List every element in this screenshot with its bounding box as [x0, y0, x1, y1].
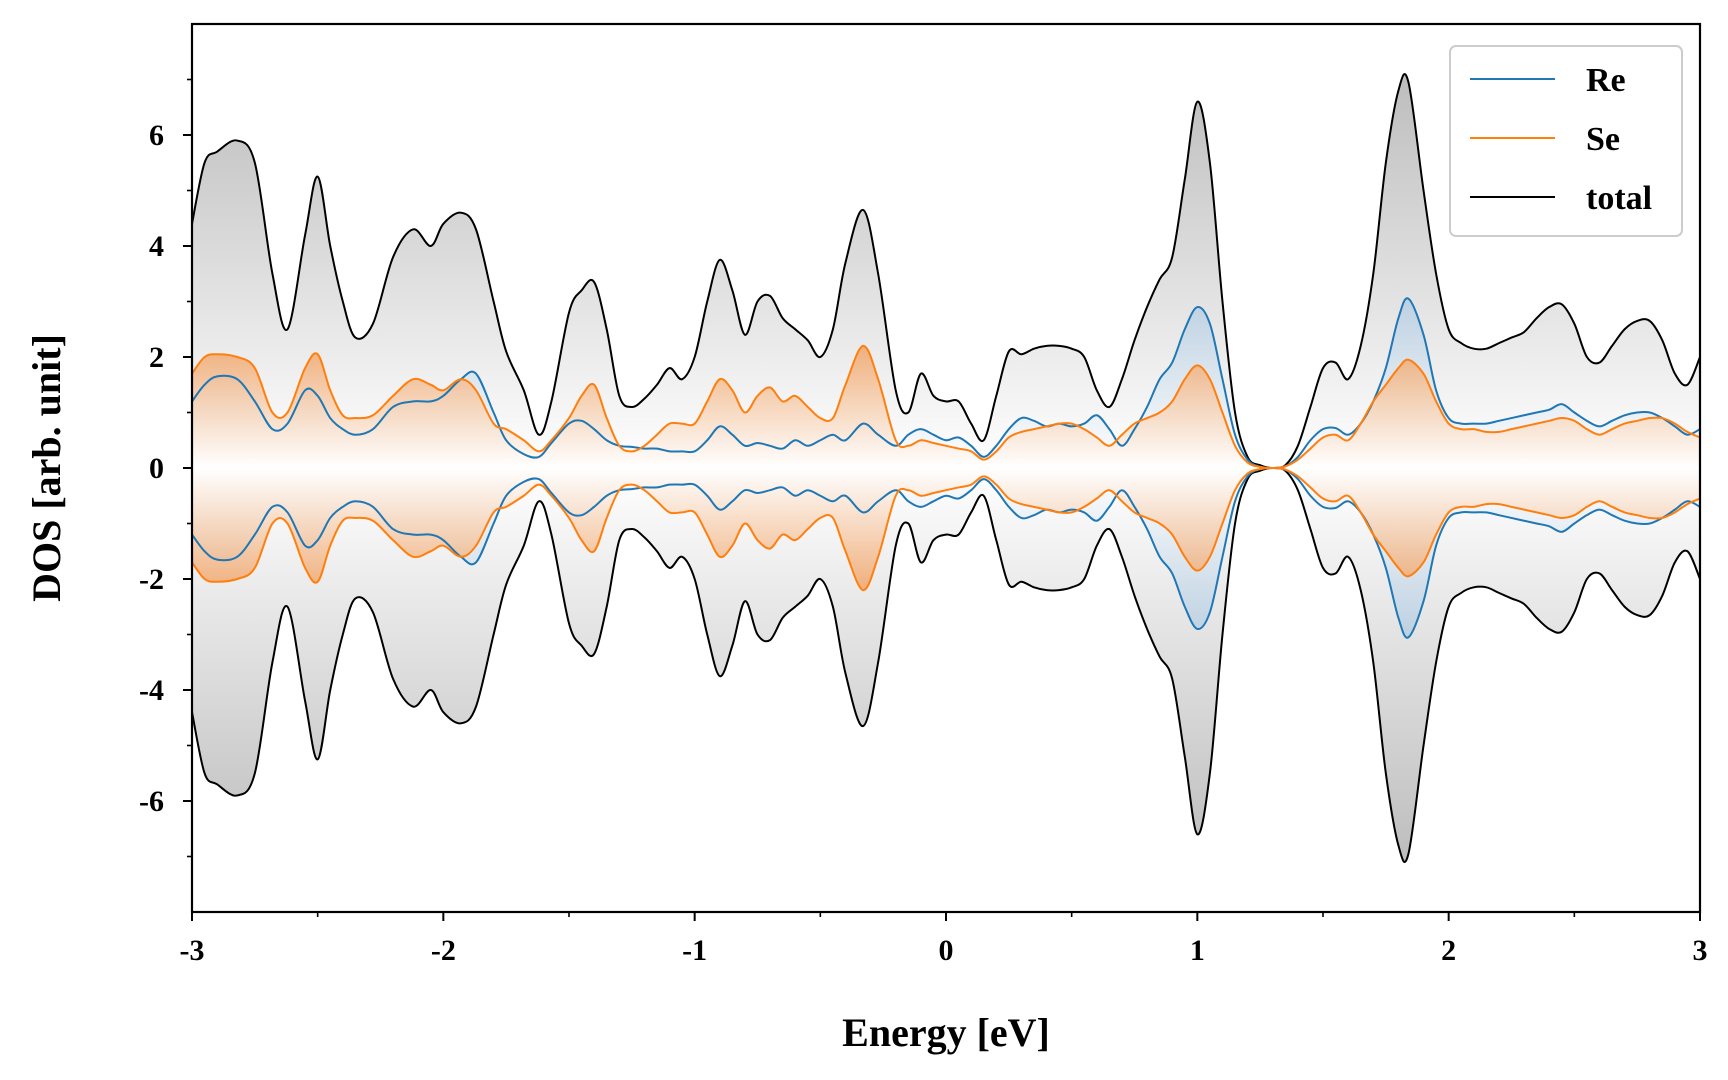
line-total-negative [191, 466, 1701, 863]
y-axis: -6 -4 -2 0 2 4 6 [139, 78, 192, 858]
y-tick-label: -6 [139, 785, 164, 818]
area-se [192, 345, 1700, 591]
x-tick-label: 3 [1693, 934, 1708, 967]
legend-box [1449, 45, 1683, 237]
line-re-negative [191, 466, 1701, 639]
series-marks [191, 73, 1701, 863]
y-tick-label: 6 [149, 119, 164, 152]
x-tick-label: 2 [1441, 934, 1456, 967]
y-tick-label: -2 [139, 563, 164, 596]
legend-label-se: Se [1586, 121, 1620, 158]
x-tick-label: -3 [180, 934, 205, 967]
line-se-negative [191, 466, 1701, 592]
y-tick-label: 4 [149, 230, 164, 263]
legend-label-re: Re [1586, 62, 1626, 99]
x-axis: -3 -2 -1 0 1 2 3 [180, 912, 1708, 967]
line-total-positive [191, 73, 1701, 470]
x-axis-title: Energy [eV] [842, 1010, 1050, 1055]
x-tick-label: 1 [1190, 934, 1205, 967]
y-tick-label: 2 [149, 341, 164, 374]
line-se-positive [191, 344, 1701, 470]
x-tick-label: -1 [682, 934, 707, 967]
line-re-positive [191, 297, 1701, 470]
legend-label-total: total [1586, 180, 1652, 217]
legend: Re Se total [1449, 45, 1683, 237]
y-tick-label: 0 [149, 452, 164, 485]
x-tick-label: 0 [939, 934, 954, 967]
y-axis-title: DOS [arb. unit] [24, 334, 69, 602]
y-tick-label: -4 [139, 674, 164, 707]
x-tick-label: -2 [431, 934, 456, 967]
